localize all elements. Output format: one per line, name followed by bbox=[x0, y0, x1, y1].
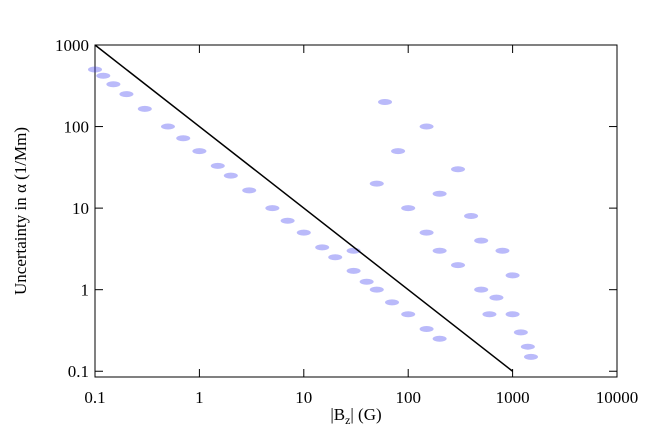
y-tick-label: 0.1 bbox=[68, 362, 89, 381]
density-point bbox=[296, 229, 311, 236]
density-point bbox=[520, 343, 535, 350]
x-label-part: |B bbox=[330, 405, 345, 424]
plot-frame bbox=[94, 44, 618, 378]
density-point bbox=[328, 254, 343, 261]
density-point bbox=[523, 353, 538, 360]
density-point bbox=[432, 247, 447, 254]
x-axis-label: |Bz| (G) bbox=[330, 405, 381, 427]
density-point bbox=[137, 105, 152, 112]
x-tick-label: 10 bbox=[295, 388, 312, 407]
density-point bbox=[160, 123, 175, 130]
density-point bbox=[223, 172, 238, 179]
density-point bbox=[451, 262, 466, 269]
x-label-part: | (G) bbox=[350, 405, 381, 424]
density-point bbox=[419, 123, 434, 130]
reference-line bbox=[94, 44, 514, 372]
density-point bbox=[474, 237, 489, 244]
y-tick-label: 1 bbox=[81, 281, 90, 300]
density-point bbox=[482, 311, 497, 318]
density-point bbox=[432, 190, 447, 197]
density-point bbox=[359, 278, 374, 285]
density-point bbox=[495, 247, 510, 254]
x-tick-label: 0.1 bbox=[84, 388, 105, 407]
density-point bbox=[378, 99, 393, 106]
density-point bbox=[369, 180, 384, 187]
density-point bbox=[265, 205, 280, 212]
density-point bbox=[315, 244, 330, 251]
density-point bbox=[451, 166, 466, 173]
density-point bbox=[489, 294, 504, 301]
density-point bbox=[106, 81, 121, 88]
x-tick-label: 100 bbox=[395, 388, 421, 407]
x-tick-label: 1000 bbox=[496, 388, 530, 407]
density-point bbox=[176, 135, 191, 142]
density-point bbox=[210, 162, 225, 169]
density-point bbox=[119, 91, 134, 98]
density-point bbox=[474, 286, 489, 293]
density-point bbox=[385, 299, 400, 306]
density-point bbox=[432, 335, 447, 342]
density-point bbox=[419, 325, 434, 332]
density-point bbox=[401, 311, 416, 318]
x-label-sub: z bbox=[345, 413, 350, 427]
density-point bbox=[88, 66, 102, 73]
x-tick-label: 10000 bbox=[596, 388, 639, 407]
density-point bbox=[280, 217, 295, 224]
density-point bbox=[505, 311, 520, 318]
y-tick-label: 1000 bbox=[55, 36, 89, 55]
density-point bbox=[391, 148, 406, 155]
y-axis-label: Uncertainty in α (1/Mm) bbox=[11, 127, 30, 295]
density-point bbox=[513, 329, 528, 336]
y-tick-label: 10 bbox=[72, 199, 89, 218]
x-tick-label: 1 bbox=[195, 388, 204, 407]
density-point bbox=[369, 286, 384, 293]
density-point bbox=[505, 272, 520, 279]
density-point bbox=[419, 229, 434, 236]
density-point bbox=[242, 187, 257, 194]
density-point bbox=[96, 72, 111, 79]
density-point bbox=[346, 267, 361, 274]
density-point bbox=[464, 213, 479, 220]
y-tick-label: 100 bbox=[64, 118, 90, 137]
density-point bbox=[192, 148, 207, 155]
density-point bbox=[401, 205, 416, 212]
